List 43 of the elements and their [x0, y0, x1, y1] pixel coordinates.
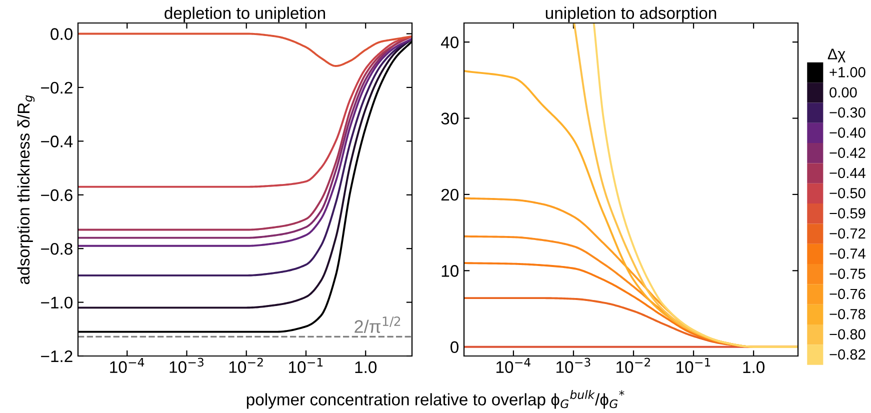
chart-title: unipletion to adsorption: [546, 6, 716, 22]
x-tick-label: 10$^{−4}$: [496, 358, 530, 373]
y-tick-label: −0.6: [41, 189, 72, 202]
legend-label: −0.42: [830, 148, 866, 158]
y-axis-title: adsorption thickness δ/R$_{g}$: [17, 95, 35, 284]
legend-label: 0.00: [830, 87, 857, 98]
x-tick-label: 10$^{−4}$: [110, 358, 144, 373]
legend-label: −0.44: [830, 168, 866, 178]
ref-line-label: 2/π$^{1/2}$: [354, 316, 400, 333]
legend-label: −0.82: [830, 349, 866, 360]
y-tick-label: 0.0: [50, 28, 72, 40]
legend-label: −0.50: [830, 188, 866, 198]
chart-title: depletion to unipletion: [164, 6, 326, 22]
x-tick-label: 10$^{−3}$: [170, 358, 204, 373]
y-tick-label: 30: [441, 112, 458, 124]
x-axis-title: polymer concentration relative to overlap ϕ$_{G}$$^{bulk}$/ϕ$_{G}$$^{*}$: [246, 390, 624, 409]
legend-title: Δχ: [828, 48, 846, 62]
y-tick-label: 40: [440, 36, 458, 48]
x-tick-label: 10$^{−2}$: [229, 358, 263, 373]
y-tick-label: 0: [450, 341, 458, 354]
legend-label: −0.75: [830, 268, 866, 279]
legend-label: −0.78: [830, 308, 866, 320]
y-tick-label: −0.8: [41, 242, 72, 255]
y-tick-label: −1.0: [41, 296, 72, 308]
x-tick-label: 10$^{−1}$: [289, 358, 323, 373]
legend-label: +1.00: [830, 67, 866, 78]
x-tick-label: 10$^{−2}$: [616, 358, 650, 373]
x-tick-label: 1.0: [743, 361, 764, 374]
x-tick-label: 10$^{−3}$: [556, 358, 590, 373]
y-tick-label: −0.2: [41, 82, 72, 94]
y-tick-label: 20: [441, 188, 458, 201]
y-tick-label: −1.2: [41, 350, 72, 362]
legend-label: −0.72: [830, 228, 866, 239]
legend-label: −0.74: [830, 248, 866, 259]
legend-label: −0.80: [830, 329, 866, 340]
legend-label: −0.59: [830, 208, 866, 218]
y-tick-label: 10: [442, 265, 458, 277]
x-tick-label: 10$^{−1}$: [676, 358, 710, 373]
legend-label: −0.30: [830, 107, 866, 118]
x-tick-label: 1.0: [355, 361, 377, 374]
legend-label: −0.40: [830, 128, 866, 138]
legend-label: −0.76: [830, 288, 866, 300]
y-tick-label: −0.4: [41, 136, 73, 148]
